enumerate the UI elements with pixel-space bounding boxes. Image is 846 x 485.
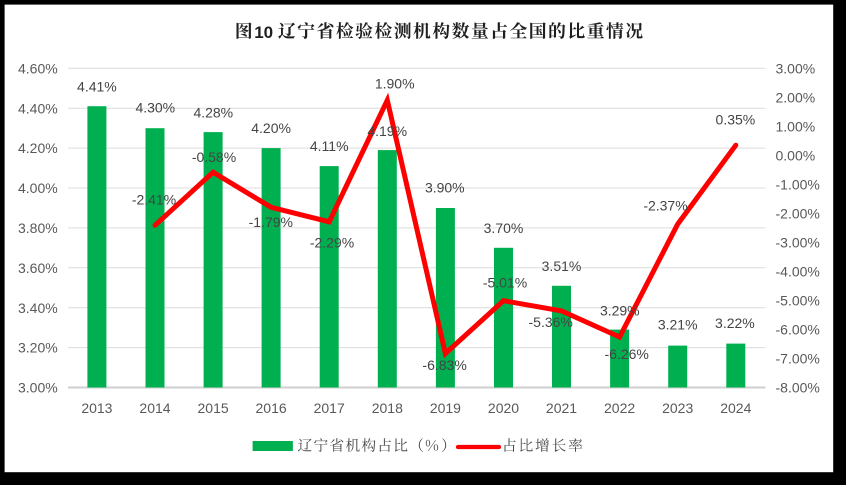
svg-text:-2.41%: -2.41% xyxy=(132,192,176,208)
svg-text:2015: 2015 xyxy=(198,400,229,416)
svg-text:0.00%: 0.00% xyxy=(776,148,816,164)
svg-text:3.60%: 3.60% xyxy=(18,260,58,276)
svg-text:2.00%: 2.00% xyxy=(776,89,816,105)
svg-text:2024: 2024 xyxy=(720,400,751,416)
svg-text:3.80%: 3.80% xyxy=(18,220,58,236)
svg-text:10: 10 xyxy=(254,23,273,42)
svg-text:0.35%: 0.35% xyxy=(716,112,756,128)
svg-text:3.40%: 3.40% xyxy=(18,300,58,316)
svg-text:2016: 2016 xyxy=(256,400,287,416)
svg-text:2021: 2021 xyxy=(546,400,577,416)
svg-text:3.90%: 3.90% xyxy=(425,180,465,196)
svg-text:-0.58%: -0.58% xyxy=(192,149,236,165)
svg-text:-2.00%: -2.00% xyxy=(776,206,820,222)
svg-text:-5.36%: -5.36% xyxy=(529,314,573,330)
svg-text:4.00%: 4.00% xyxy=(18,180,58,196)
svg-text:3.20%: 3.20% xyxy=(18,340,58,356)
svg-text:2018: 2018 xyxy=(372,400,403,416)
svg-text:4.40%: 4.40% xyxy=(18,100,58,116)
svg-text:2020: 2020 xyxy=(488,400,519,416)
svg-text:3.22%: 3.22% xyxy=(715,315,755,331)
svg-text:3.00%: 3.00% xyxy=(776,60,816,76)
svg-text:3.29%: 3.29% xyxy=(600,302,640,318)
svg-text:-6.00%: -6.00% xyxy=(776,322,820,338)
svg-text:2019: 2019 xyxy=(430,400,461,416)
svg-text:-1.00%: -1.00% xyxy=(776,177,820,193)
svg-text:3.00%: 3.00% xyxy=(18,380,58,396)
svg-text:-6.26%: -6.26% xyxy=(605,346,649,362)
svg-text:-5.00%: -5.00% xyxy=(776,293,820,309)
svg-text:1.90%: 1.90% xyxy=(375,75,415,91)
svg-text:-1.79%: -1.79% xyxy=(249,214,293,230)
svg-text:2014: 2014 xyxy=(139,400,170,416)
svg-text:2022: 2022 xyxy=(604,400,635,416)
svg-text:2023: 2023 xyxy=(662,400,693,416)
svg-text:-2.29%: -2.29% xyxy=(310,234,354,250)
svg-text:4.30%: 4.30% xyxy=(135,100,175,116)
svg-text:4.28%: 4.28% xyxy=(193,105,233,121)
svg-text:3.51%: 3.51% xyxy=(542,258,582,274)
svg-text:-8.00%: -8.00% xyxy=(776,380,820,396)
svg-text:4.11%: 4.11% xyxy=(310,138,349,154)
svg-text:2013: 2013 xyxy=(81,400,112,416)
svg-text:-6.83%: -6.83% xyxy=(422,357,466,373)
svg-text:-5.01%: -5.01% xyxy=(483,275,527,291)
svg-text:2017: 2017 xyxy=(314,400,345,416)
svg-text:1.00%: 1.00% xyxy=(776,118,816,134)
svg-text:-4.00%: -4.00% xyxy=(776,264,820,280)
svg-text:4.20%: 4.20% xyxy=(18,140,58,156)
svg-text:-7.00%: -7.00% xyxy=(776,351,820,367)
svg-text:3.21%: 3.21% xyxy=(658,316,698,332)
svg-text:4.60%: 4.60% xyxy=(18,60,58,76)
svg-text:-3.00%: -3.00% xyxy=(776,235,820,251)
svg-text:4.41%: 4.41% xyxy=(77,78,117,94)
svg-text:-2.37%: -2.37% xyxy=(643,198,687,214)
svg-text:4.20%: 4.20% xyxy=(251,120,291,136)
svg-text:3.70%: 3.70% xyxy=(484,220,524,236)
svg-text:4.19%: 4.19% xyxy=(367,123,407,139)
